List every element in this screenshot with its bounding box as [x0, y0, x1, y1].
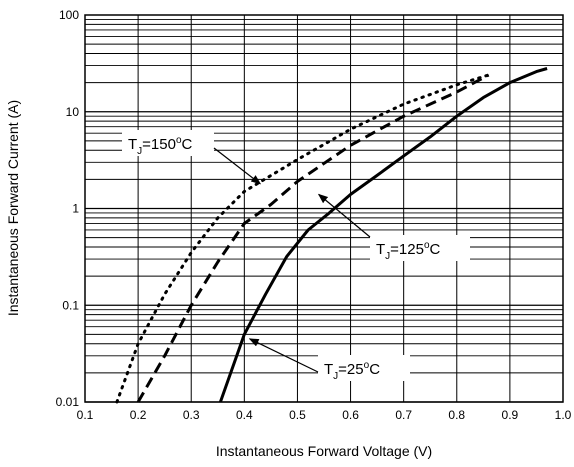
x-axis-title: Instantaneous Forward Voltage (V)	[216, 443, 432, 459]
y-tick-label: 1	[72, 202, 79, 216]
label-background	[318, 355, 410, 381]
annotation-arrow	[213, 147, 262, 185]
y-tick-label: 0.1	[62, 298, 79, 312]
x-tick-label: 0.9	[502, 408, 519, 422]
y-tick-label: 0.01	[56, 395, 80, 409]
y-axis-title: Instantaneous Forward Current (A)	[5, 100, 21, 316]
series-label-text: TJ=150oC	[128, 135, 193, 157]
x-tick-label: 0.8	[448, 408, 465, 422]
y-tick-label: 100	[59, 8, 79, 22]
x-tick-label: 0.1	[77, 408, 94, 422]
x-tick-label: 0.4	[236, 408, 253, 422]
x-tick-labels: 0.1 0.2 0.3 0.4 0.5 0.6 0.7 0.8 0.9 1.0	[77, 408, 572, 422]
y-tick-label: 10	[66, 105, 80, 119]
series-label-text: TJ=25oC	[324, 360, 380, 382]
x-tick-label: 0.6	[342, 408, 359, 422]
annotation-layer: TJ=150oC TJ=125oC TJ=25oC	[122, 130, 470, 382]
series-label-dotted: TJ=150oC	[122, 130, 262, 185]
series-label-dashed: TJ=125oC	[317, 193, 470, 262]
annotation-arrow	[317, 193, 371, 238]
series-line-solid	[218, 67, 548, 403]
x-tick-label: 0.5	[289, 408, 306, 422]
series-label-solid: TJ=25oC	[248, 338, 410, 382]
x-tick-label: 0.7	[395, 408, 412, 422]
plot-frame	[84, 14, 564, 403]
series-label-text: TJ=125oC	[376, 240, 441, 262]
label-background	[370, 235, 470, 261]
series-layer	[115, 67, 548, 404]
label-background	[122, 130, 214, 156]
series-line-dashed	[136, 73, 490, 403]
y-tick-labels: 0.01 0.1 1 10 100	[56, 8, 80, 409]
grid	[84, 15, 564, 403]
x-tick-label: 0.2	[130, 408, 147, 422]
series-line-dotted	[115, 73, 491, 404]
annotation-arrow	[248, 338, 319, 373]
x-tick-label: 0.3	[183, 408, 200, 422]
x-tick-label: 1.0	[555, 408, 572, 422]
